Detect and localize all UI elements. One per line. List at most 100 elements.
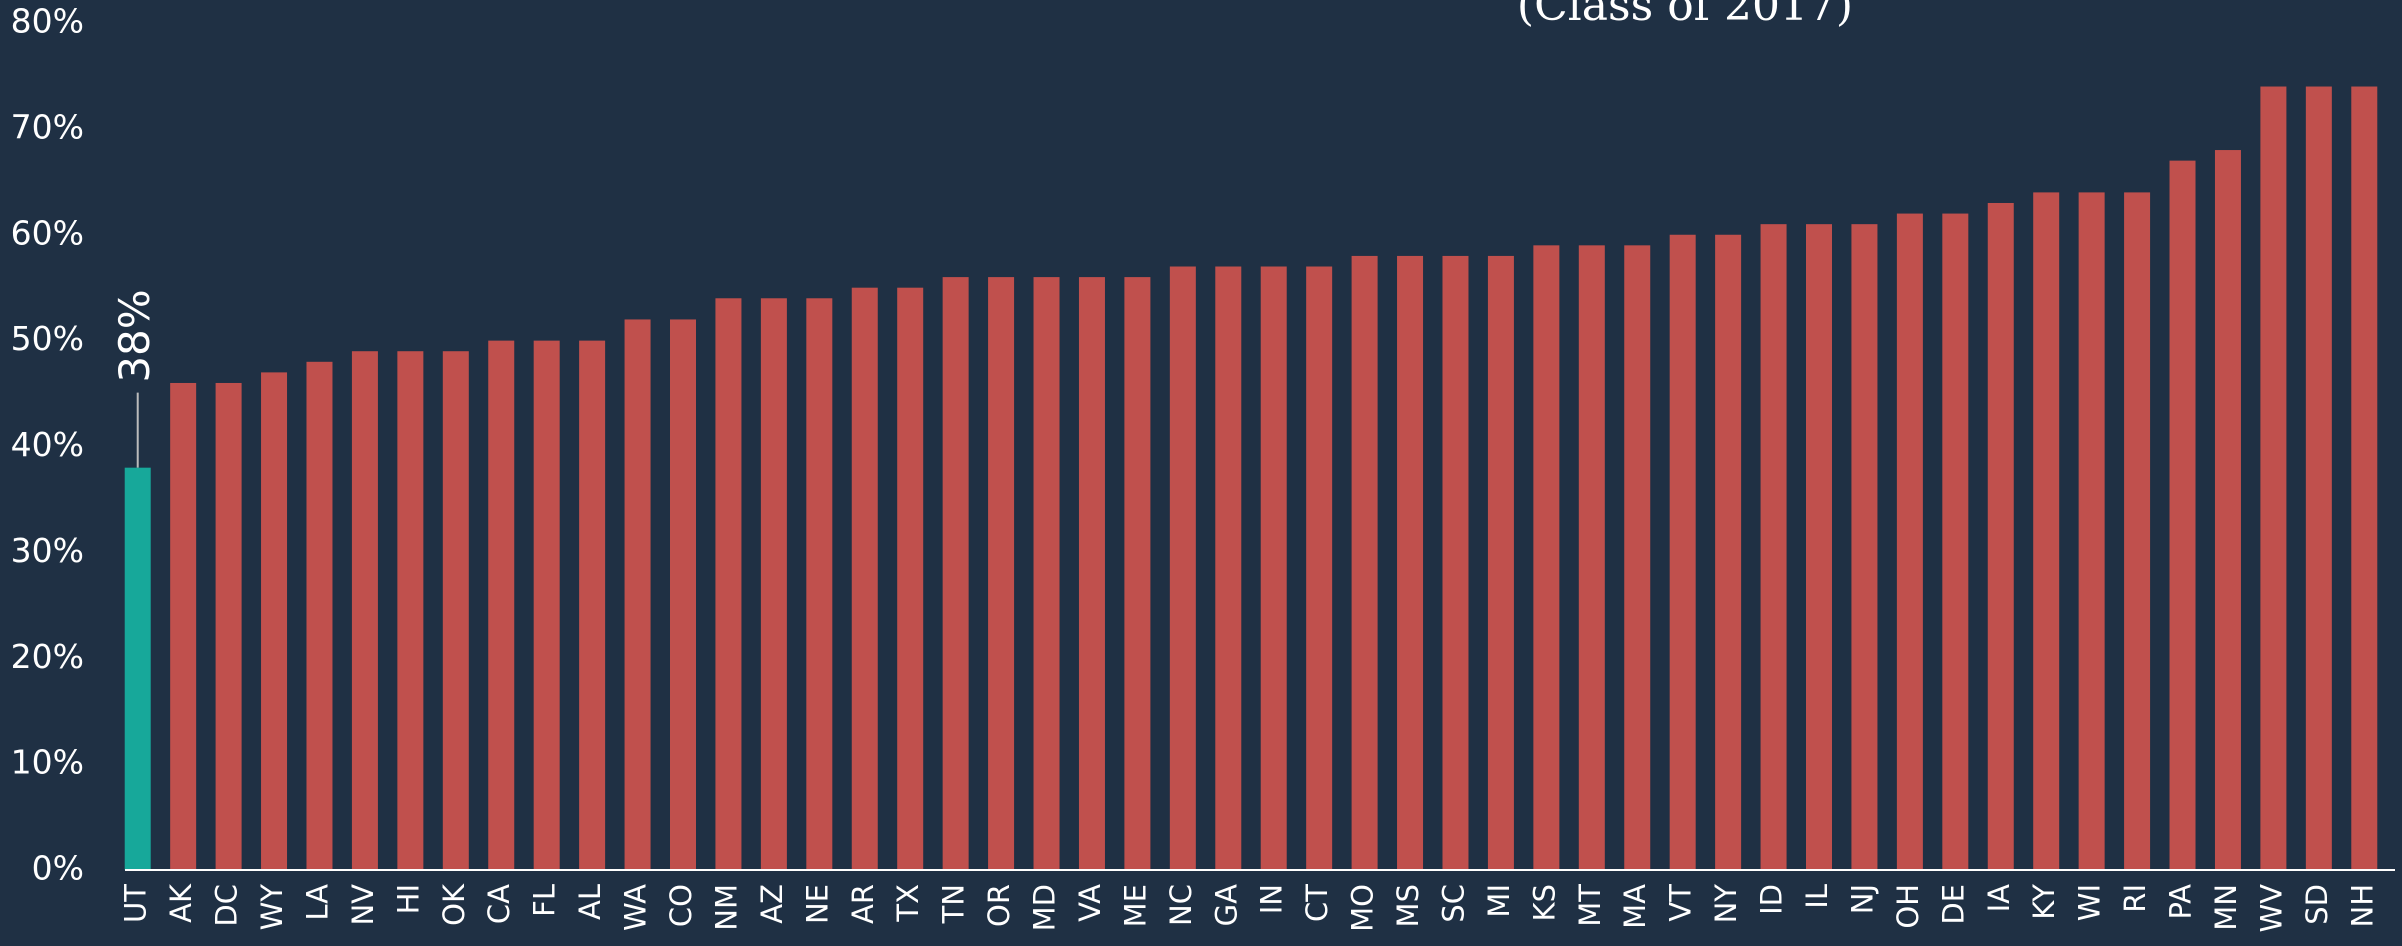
y-tick-label: 80% [11,2,84,41]
bar [1169,266,1196,870]
x-tick-label: MA [1618,884,1652,929]
y-tick-label: 30% [11,531,84,570]
bar [624,319,651,870]
data-label: 38% [110,289,159,382]
x-tick-label: GA [1209,884,1243,926]
x-tick-label: AR [846,884,880,924]
x-tick-label: DE [1936,884,1970,925]
bar [1896,213,1923,870]
x-tick-label: LA [300,884,334,921]
x-tick-label: VT [1664,884,1698,922]
y-tick-label: 50% [11,319,84,358]
x-tick-label: MN [2209,884,2243,931]
x-tick-label: MT [1573,884,1607,927]
y-tick-label: 40% [11,425,84,464]
x-tick-label: UT [119,884,153,923]
x-tick-label: AK [164,883,198,923]
bar [806,298,833,870]
bar [2078,192,2105,870]
x-tick-label: RI [2118,884,2152,913]
bar [306,361,333,870]
bar [1260,266,1287,870]
bar [1715,234,1742,870]
x-tick-label: IA [1982,884,2016,913]
bar [2169,160,2196,870]
x-tick-label: ME [1118,884,1152,927]
x-tick-label: NH [2345,884,2379,928]
x-tick-label: ID [1755,884,1789,915]
bar [2124,192,2151,870]
chart-subtitle: (Class of 2017) [1517,0,1853,31]
x-tick-label: TN [937,884,971,924]
bar [124,467,151,870]
bar [1215,266,1242,870]
bar [1578,245,1605,870]
bar [1942,213,1969,870]
x-tick-label: NE [800,884,834,924]
x-tick-label: CA [482,884,516,924]
x-tick-label: KY [2027,884,2061,920]
x-tick-label: MO [1346,884,1380,932]
y-tick-label: 60% [11,213,84,252]
x-tick-label: WA [619,884,653,931]
bar [1124,277,1151,871]
x-tick-label: TX [891,884,925,923]
x-tick-label: OK [437,883,471,926]
bar [1806,224,1832,871]
x-tick-label: CT [1300,884,1334,922]
bar [1851,224,1878,871]
x-tick-label: PA [2164,884,2198,920]
bar [1351,255,1378,871]
x-tick-label: SD [2300,884,2334,925]
bar [533,340,560,870]
x-tick-label: WI [2073,884,2107,921]
x-tick-label: FL [528,884,562,917]
x-tick-label: AL [573,884,607,920]
bar [670,319,696,870]
bar [1987,202,2014,871]
bar [1669,234,1696,870]
bar [760,298,787,870]
bar [942,277,969,871]
bar [715,298,742,870]
x-tick-label: NY [1709,884,1743,924]
bar [1533,245,1560,870]
x-tick-label: WV [2254,884,2288,933]
x-tick-label: AZ [755,884,789,924]
x-tick-label: IN [1255,884,1289,914]
x-tick-label: NV [346,884,380,926]
bar [851,287,878,870]
x-tick-label: HI [391,884,425,914]
y-tick-label: 0% [32,849,84,888]
y-tick-label: 20% [11,637,84,676]
bar [2214,150,2241,871]
bar [2305,86,2332,870]
x-tick-label: VA [1073,884,1107,922]
x-tick-label: DC [210,884,244,927]
x-tick-label: SC [1436,884,1470,923]
x-tick-label: OH [1891,884,1925,929]
x-tick-label: NJ [1845,884,1879,914]
bar [1624,245,1651,870]
bar [1306,266,1333,870]
bar [1442,255,1469,871]
x-tick-label: MS [1391,884,1425,927]
bar [397,351,424,870]
bar [1397,255,1424,871]
bar [897,287,924,870]
bar [170,382,197,870]
bar [2033,192,2060,870]
bar [215,382,242,870]
bar [1078,277,1105,871]
bar [351,351,378,870]
bar [1487,255,1514,871]
x-tick-label: CO [664,884,698,927]
bar [579,340,606,870]
x-tick-label: NC [1164,884,1198,926]
bar [2351,86,2378,870]
x-tick-label: IL [1800,884,1834,909]
bar [1033,277,1060,871]
bar [1760,224,1787,871]
bar [261,372,288,870]
